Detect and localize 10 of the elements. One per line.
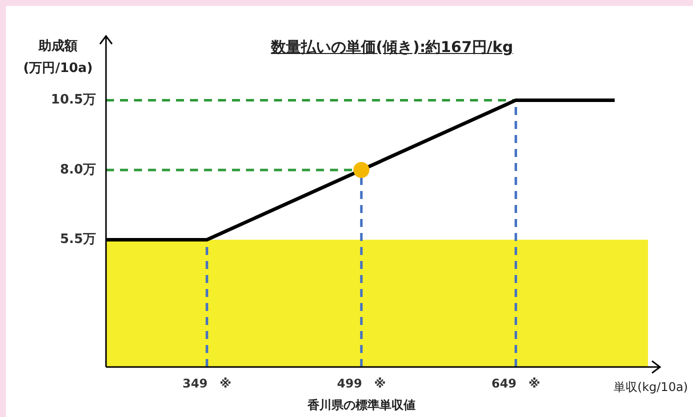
y-axis-title: 助成額 (万円/10a) <box>23 38 93 76</box>
x-tick-label: 499 ※ <box>337 376 386 390</box>
x-axis-title: 単収(kg/10a) <box>613 380 688 394</box>
y-tick-label: 5.5万 <box>60 232 96 248</box>
chart-title: 数量払いの単価(傾き):約167円/kg <box>270 38 514 56</box>
text: 香川県の標準単収値 <box>306 398 416 412</box>
x-tick-label: 349 ※ <box>182 376 232 390</box>
y-tick-label: 8.0万 <box>60 162 96 178</box>
x-tick-label: 649 ※ <box>491 376 540 390</box>
y-tick-label: 10.5万 <box>50 92 96 108</box>
